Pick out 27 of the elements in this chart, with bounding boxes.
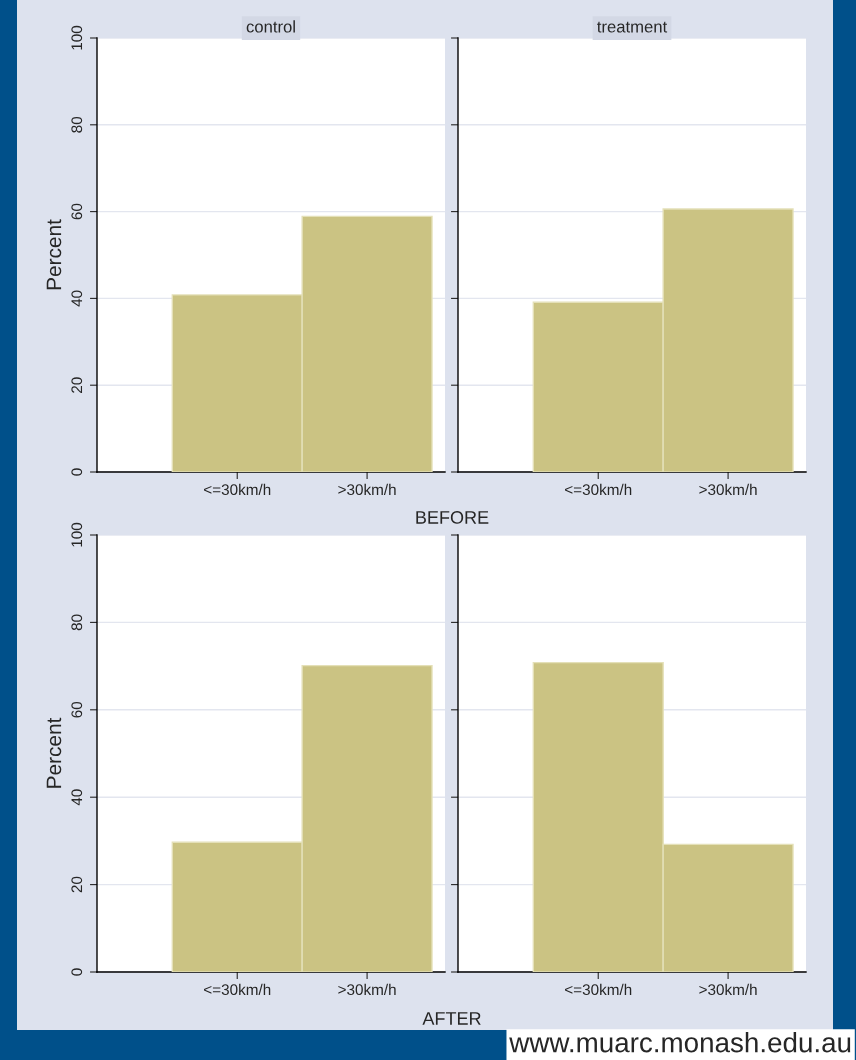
y-tick-label: 100 bbox=[71, 522, 83, 547]
y-tick-label: 60 bbox=[71, 701, 83, 718]
y-axis-title: Percent bbox=[46, 219, 62, 290]
y-tick-label: 40 bbox=[71, 290, 83, 307]
y-tick-label: 0 bbox=[71, 968, 83, 976]
y-tick-label: 60 bbox=[71, 203, 83, 220]
text: BEFORE bbox=[416, 511, 489, 524]
y-tick-label: 0 bbox=[71, 468, 83, 476]
x-tick-label: <=30km/h bbox=[565, 483, 632, 496]
y-axis-title: Percent bbox=[46, 717, 62, 788]
y-tick-label: 100 bbox=[71, 25, 83, 50]
x-tick-label: <=30km/h bbox=[204, 483, 271, 496]
y-tick-label: 40 bbox=[71, 789, 83, 806]
x-tick-label: >30km/h bbox=[338, 483, 396, 496]
y-tick-label: 80 bbox=[71, 116, 83, 133]
y-tick-label: 20 bbox=[71, 876, 83, 893]
y-tick-label: 80 bbox=[71, 614, 83, 631]
y-tick-label: 20 bbox=[71, 377, 83, 393]
x-tick-label: >30km/h bbox=[699, 483, 757, 496]
text: www.muarc.monash.edu.au bbox=[509, 1032, 851, 1053]
text: AFTER bbox=[422, 1012, 481, 1025]
chart-title: control bbox=[246, 20, 295, 33]
chart-title: treatment bbox=[597, 21, 668, 33]
x-tick-label: <=30km/h bbox=[565, 983, 632, 996]
x-tick-label: >30km/h bbox=[338, 983, 396, 996]
x-tick-label: <=30km/h bbox=[204, 983, 271, 996]
x-tick-label: >30km/h bbox=[699, 983, 757, 996]
